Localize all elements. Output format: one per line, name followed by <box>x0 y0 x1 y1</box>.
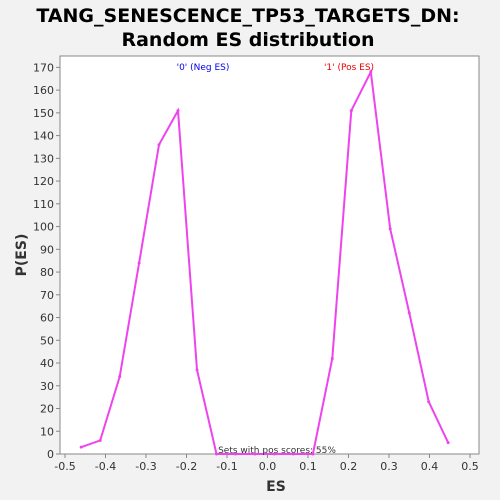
y-tick-label: 0 <box>47 448 54 461</box>
data-point <box>369 70 373 74</box>
y-tick-label: 50 <box>40 334 54 347</box>
y-tick-label: 140 <box>33 130 54 143</box>
y-tick-label: 10 <box>40 425 54 438</box>
data-point <box>311 452 315 456</box>
y-tick-label: 80 <box>40 266 54 279</box>
x-tick-label: -0.5 <box>54 460 75 473</box>
series-points <box>79 70 450 456</box>
pos-es-label: '1' (Pos ES) <box>324 63 374 73</box>
y-axis-label: P(ES) <box>14 234 30 277</box>
chart-title-line2: Random ES distribution <box>121 29 374 51</box>
data-point <box>272 452 276 456</box>
y-tick-label: 150 <box>33 107 54 120</box>
x-tick-label: 0.4 <box>421 460 439 473</box>
data-point <box>253 452 257 456</box>
x-tick-label: -0.3 <box>135 460 156 473</box>
x-axis: -0.5 -0.4 -0.3 -0.2 -0.1 0.0 0.1 0.2 0.3 0.4 0.5 <box>54 454 479 473</box>
plot-area <box>59 55 480 455</box>
x-tick-label: -0.4 <box>95 460 116 473</box>
data-point <box>407 311 411 315</box>
data-point <box>446 441 450 445</box>
data-point <box>291 452 295 456</box>
neg-es-label: '0' (Neg ES) <box>177 63 230 73</box>
data-point <box>234 452 238 456</box>
data-point <box>349 109 353 113</box>
x-tick-label: 0.5 <box>461 460 479 473</box>
x-axis-label: ES <box>266 479 286 495</box>
x-tick-label: 0.2 <box>340 460 358 473</box>
chart-title-line1: TANG_SENESCENCE_TP53_TARGETS_DN: <box>36 5 459 27</box>
data-point <box>214 452 218 456</box>
data-point <box>79 445 83 449</box>
y-tick-label: 100 <box>33 221 54 234</box>
series-line <box>80 68 450 455</box>
y-tick-label: 170 <box>33 61 54 74</box>
data-point <box>118 375 122 379</box>
y-tick-label: 40 <box>40 357 54 370</box>
x-tick-label: -0.2 <box>176 460 197 473</box>
y-tick-label: 30 <box>40 380 54 393</box>
x-tick-label: 0.3 <box>380 460 398 473</box>
y-tick-label: 160 <box>33 84 54 97</box>
y-tick-label: 120 <box>33 175 54 188</box>
x-tick-label: 0.1 <box>299 460 317 473</box>
data-point <box>98 438 102 442</box>
x-tick-label: -0.1 <box>216 460 237 473</box>
y-tick-label: 110 <box>33 198 54 211</box>
y-tick-label: 60 <box>40 312 54 325</box>
y-tick-label: 70 <box>40 289 54 302</box>
data-point <box>388 227 392 231</box>
data-point <box>157 143 161 147</box>
data-point <box>427 400 431 404</box>
pos-scores-text: Sets with pos scores: 55% <box>218 446 336 456</box>
y-tick-label: 20 <box>40 403 54 416</box>
y-axis: 0 10 20 30 40 50 60 70 80 90 100 110 120 130 140 150 160… <box>33 61 60 461</box>
x-tick-label: 0.0 <box>259 460 277 473</box>
data-point <box>330 356 334 360</box>
data-point <box>137 261 141 265</box>
data-point <box>195 368 199 372</box>
y-tick-label: 130 <box>33 152 54 165</box>
data-point <box>176 109 180 113</box>
y-tick-label: 90 <box>40 243 54 256</box>
